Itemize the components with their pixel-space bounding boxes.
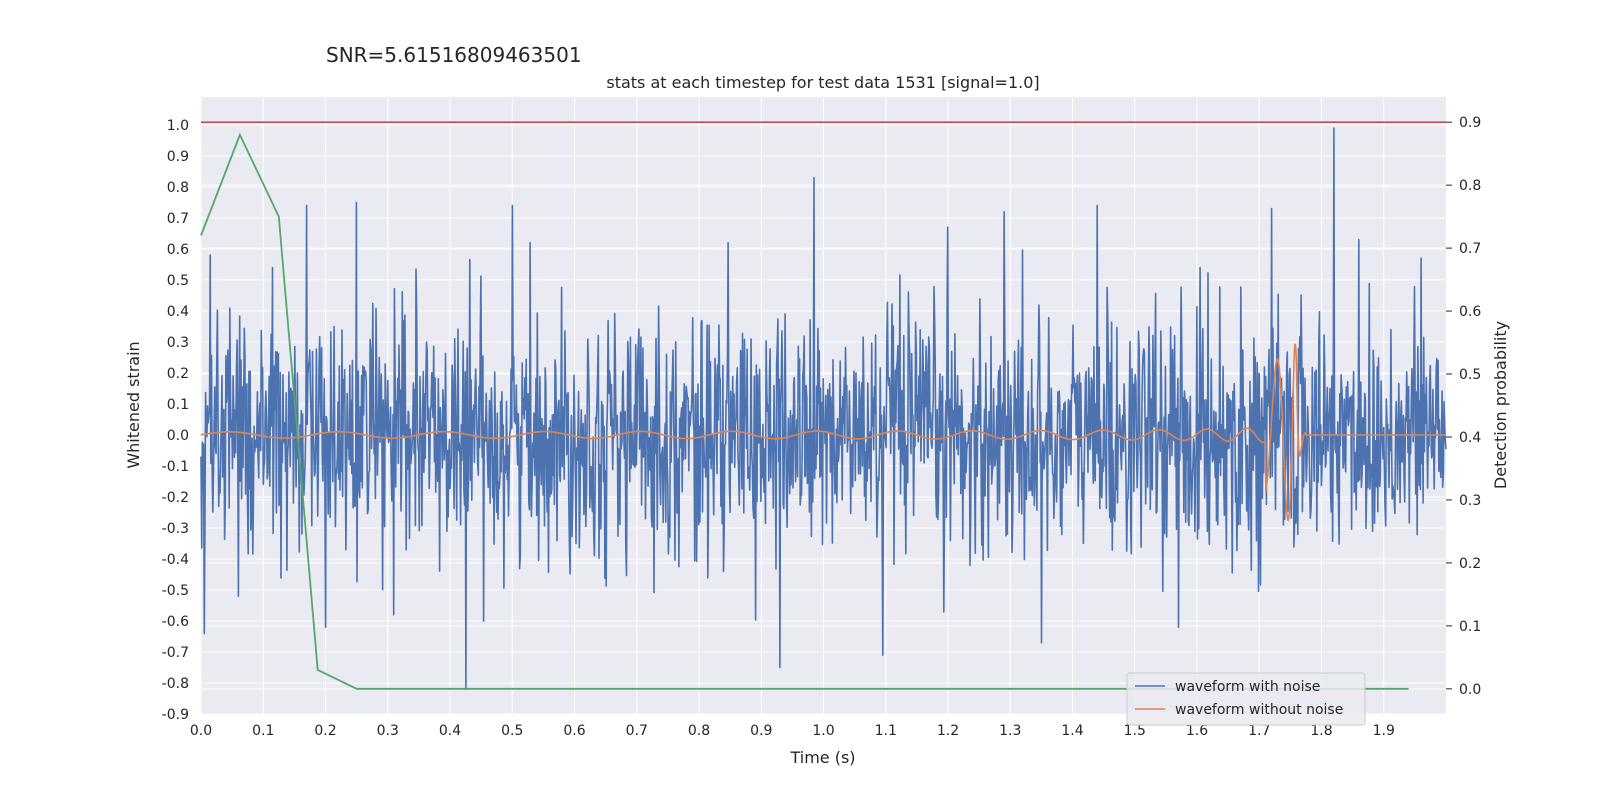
x-tick-label: 0.4 [439,723,461,739]
x-tick-label: 1.3 [999,723,1021,739]
y-axis-label: Whitened strain [124,341,143,468]
x-tick-label: 0.3 [377,723,399,739]
series-waveform-with-noise [200,127,1447,690]
y2-tick-label: 0.3 [1459,493,1481,509]
y-tick-label: -0.4 [162,552,189,568]
x-tick-label: 0.1 [252,723,274,739]
y2-tick-label: 0.6 [1459,304,1481,320]
y-tick-label: 0.9 [167,149,189,165]
y2-tick-label: 0.4 [1459,430,1481,446]
y2-tick-label: 0.2 [1459,556,1481,572]
y-tick-label: -0.2 [162,490,189,506]
y2-axis-label: Detection probability [1491,321,1510,489]
x-tick-label: 1.2 [937,723,959,739]
y2-tick-label: 0.7 [1459,241,1481,257]
x-tick-label: 1.0 [812,723,834,739]
y-tick-label: 0.2 [167,366,189,382]
y2-axis-ticks: 0.0 0.1 0.2 0.3 0.4 0.5 0.6 0.7 0.8 0.9 [1446,115,1481,698]
y-tick-label: 0.0 [167,428,189,444]
y-tick-label: -0.7 [162,645,189,661]
series-layer [200,121,1447,690]
series-detection-probability [200,132,1409,690]
x-tick-label: 0.7 [626,723,648,739]
x-tick-label: 0.6 [563,723,585,739]
y2-tick-label: 0.8 [1459,178,1481,194]
y-tick-label: 0.4 [167,304,189,320]
y-tick-label: -0.3 [162,521,189,537]
y-tick-label: 0.6 [167,242,189,258]
x-tick-label: 1.5 [1124,723,1146,739]
x-tick-label: 1.6 [1186,723,1208,739]
x-tick-label: 1.4 [1061,723,1083,739]
y-tick-label: 1.0 [167,118,189,134]
x-tick-label: 0.0 [190,723,212,739]
legend-label-waveform-with-noise: waveform with noise [1175,679,1320,695]
y-axis-ticks: -0.9 -0.8 -0.7 -0.6 -0.5 -0.4 -0.3 -0.2 -0.1 0.0 0… [162,118,189,723]
legend-label-waveform-without-noise: waveform without noise [1175,702,1343,718]
x-tick-label: 1.1 [875,723,897,739]
y-tick-label: 0.5 [167,273,189,289]
x-tick-label: 0.5 [501,723,523,739]
x-tick-label: 0.8 [688,723,710,739]
suptitle: SNR=5.61516809463501 [326,43,582,67]
y2-tick-label: 0.0 [1459,682,1481,698]
x-tick-label: 0.9 [750,723,772,739]
x-axis-ticks: 0.0 0.1 0.2 0.3 0.4 0.5 0.6 0.7 0.8 0.9 1.0 1.1 1.2 1… [190,723,1395,739]
legend-box [1126,672,1366,726]
chart-title: stats at each timestep for test data 153… [606,73,1039,92]
x-axis-label: Time (s) [789,748,855,767]
y-tick-label: -0.6 [162,614,189,630]
y-tick-label: -0.9 [162,707,189,723]
x-tick-label: 0.2 [314,723,336,739]
y2-tick-label: 0.9 [1459,115,1481,131]
y-tick-label: 0.7 [167,211,189,227]
y-tick-label: -0.5 [162,583,189,599]
y-tick-label: 0.1 [167,397,189,413]
y-tick-label: -0.8 [162,676,189,692]
y-tick-label: 0.8 [167,180,189,196]
y-tick-label: -0.1 [162,459,189,475]
legend: waveform with noise waveform without noi… [1126,672,1366,726]
y-tick-label: 0.3 [167,335,189,351]
x-tick-label: 1.8 [1310,723,1332,739]
x-tick-label: 1.9 [1373,723,1395,739]
x-tick-label: 1.7 [1248,723,1270,739]
y2-tick-label: 0.5 [1459,367,1481,383]
series-waveform-without-noise [200,343,1446,522]
y2-tick-label: 0.1 [1459,619,1481,635]
